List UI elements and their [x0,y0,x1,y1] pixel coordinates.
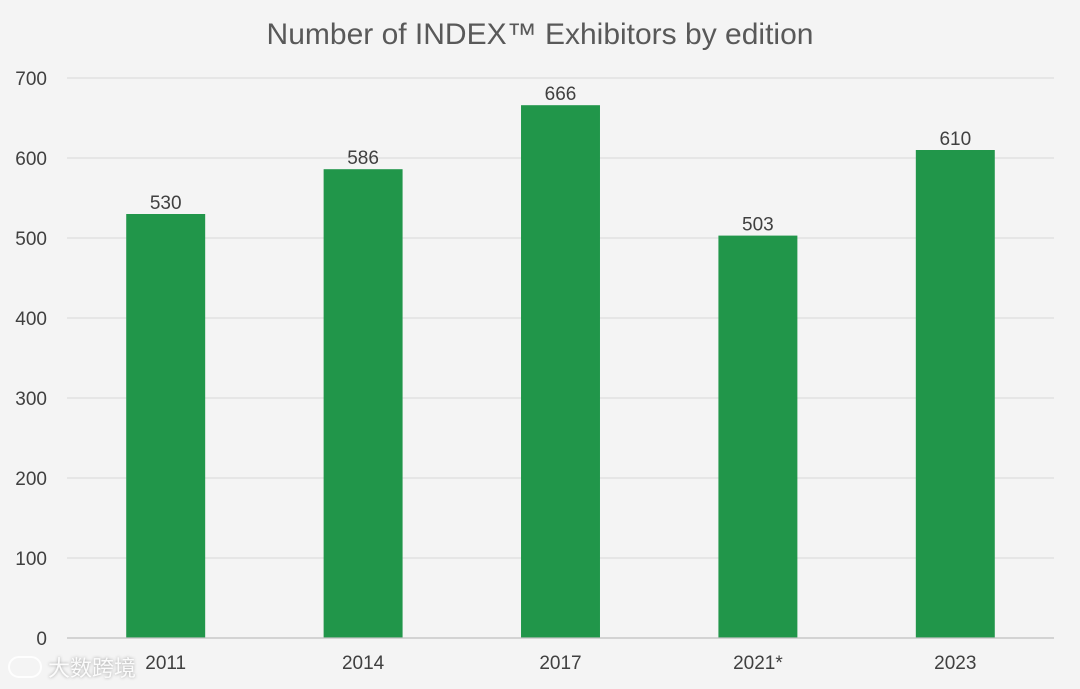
y-tick-label: 500 [15,229,47,250]
x-tick-label: 2011 [145,653,186,674]
data-label-2011: 530 [150,193,182,214]
y-tick-label: 400 [15,309,47,330]
x-tick-label: 2023 [934,653,976,674]
bar-2021* [718,235,798,638]
y-tick-label: 200 [15,469,47,490]
data-label-2017: 666 [545,84,577,105]
watermark-logo-icon [8,656,42,678]
watermark-text: 大数跨境 [48,657,137,682]
chart-title: Number of INDEX™ Exhibitors by edition [267,18,814,51]
data-labels: 530 586 666 503 610 [150,84,971,235]
data-label-2023: 610 [939,129,971,150]
y-axis-ticks: 0 100 200 300 400 500 600 700 [15,69,47,650]
y-tick-label: 100 [15,549,47,570]
x-axis-ticks: 2011 2014 2017 2021* 2023 [145,653,976,674]
bars [126,105,995,638]
watermark: 大数跨境 [8,652,136,682]
bar-2017 [521,105,600,638]
y-tick-label: 0 [36,629,47,650]
data-label-2014: 586 [347,148,379,169]
bar-2023 [915,150,995,638]
y-tick-label: 600 [15,149,47,170]
x-tick-label: 2017 [539,653,581,674]
bar-2011 [126,214,206,638]
y-tick-label: 300 [15,389,47,410]
x-tick-label: 2021* [733,653,783,674]
x-tick-label: 2014 [342,653,385,674]
data-label-2021*: 503 [742,215,774,236]
y-tick-label: 700 [15,69,47,90]
bar-2014 [323,169,403,638]
